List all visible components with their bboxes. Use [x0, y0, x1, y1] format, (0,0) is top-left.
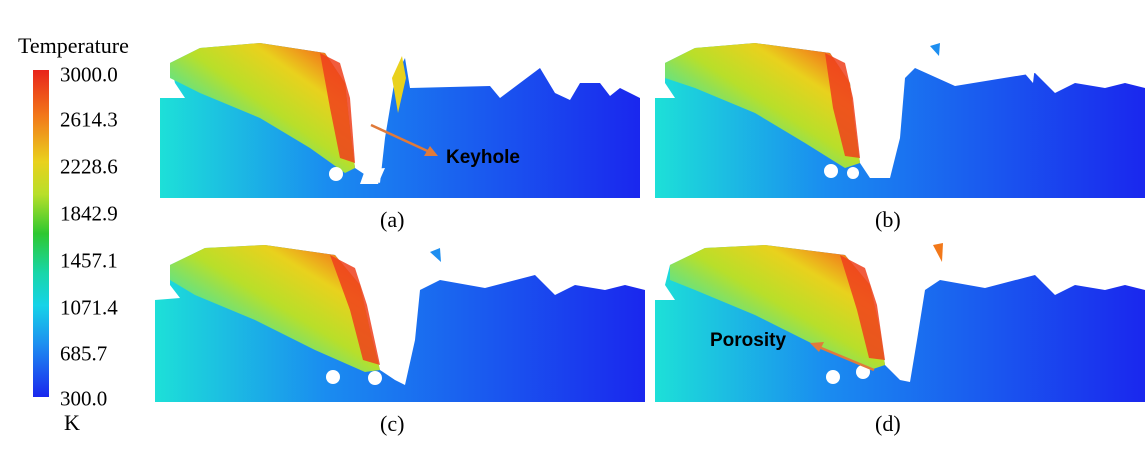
- colorbar-tick: 1457.1: [60, 248, 118, 273]
- panel-d: [655, 240, 1145, 406]
- panel-caption: (b): [875, 207, 901, 232]
- colorbar-tick: 1071.4: [60, 295, 118, 320]
- colorbar-tick: 2228.6: [60, 154, 118, 179]
- colorbar-tick: 3000.0: [60, 62, 118, 87]
- colorbar: [33, 70, 49, 397]
- panel-a: [160, 38, 650, 204]
- panel-caption: (a): [380, 207, 405, 232]
- colorbar-unit: K: [64, 410, 80, 435]
- panel-b: [655, 38, 1145, 204]
- panel-caption: (d): [875, 411, 901, 436]
- colorbar-tick: 300.0: [60, 386, 108, 411]
- colorbar-tick: 2614.3: [60, 107, 118, 132]
- panel-c: [155, 240, 645, 406]
- porosity-label: Porosity: [710, 330, 787, 351]
- colorbar-tick: 685.7: [60, 341, 108, 366]
- panel-caption: (c): [380, 411, 405, 436]
- legend-title: Temperature: [18, 33, 129, 58]
- keyhole-label: Keyhole: [446, 147, 520, 168]
- colorbar-tick: 1842.9: [60, 201, 118, 226]
